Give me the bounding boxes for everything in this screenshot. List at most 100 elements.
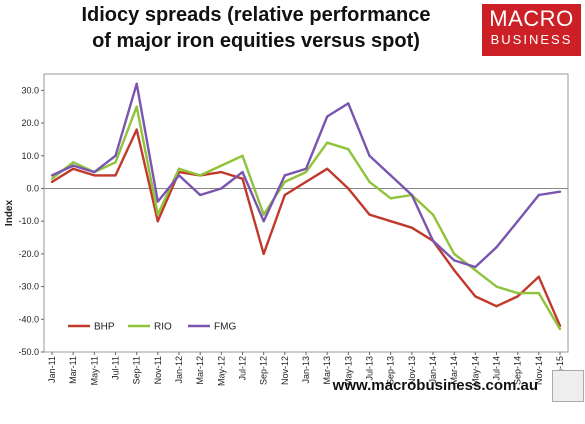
y-tick-label: -20.0: [18, 249, 39, 259]
x-tick-label: Jan-11: [47, 356, 57, 383]
data-point-fmg: [177, 174, 181, 177]
data-point-fmg: [198, 193, 202, 197]
data-point-fmg: [50, 174, 54, 177]
data-point-bhp: [452, 269, 456, 272]
data-point-fmg: [283, 174, 287, 177]
x-tick-label: May-12: [216, 356, 226, 386]
legend-label-fmg: FMG: [214, 322, 236, 333]
data-point-fmg: [114, 154, 117, 157]
footer-url: www.macrobusiness.com.au: [332, 377, 538, 394]
data-point-rio: [495, 285, 498, 288]
data-point-rio: [135, 105, 138, 108]
data-point-fmg: [537, 193, 541, 197]
x-tick-label: Mar-13: [322, 356, 332, 385]
data-point-rio: [325, 141, 329, 144]
x-tick-label: Nov-12: [280, 356, 290, 385]
x-tick-label: Nov-13: [407, 356, 417, 385]
data-point-fmg: [368, 154, 371, 157]
y-tick-label: -50.0: [18, 347, 39, 357]
data-point-bhp: [114, 174, 117, 177]
y-tick-label: -10.0: [18, 216, 39, 226]
x-tick-label: Sep-12: [259, 356, 269, 385]
data-point-rio: [198, 174, 202, 177]
data-point-bhp: [156, 219, 160, 223]
data-point-fmg: [71, 164, 75, 167]
data-point-fmg: [516, 219, 519, 223]
data-point-rio: [177, 167, 181, 171]
x-tick-label: Jan-14: [428, 356, 438, 384]
data-point-bhp: [410, 226, 414, 229]
data-point-bhp: [347, 187, 350, 190]
data-point-bhp: [93, 174, 96, 177]
data-point-bhp: [262, 252, 265, 256]
title-line-1: Idiocy spreads (relative performance: [81, 4, 431, 26]
data-point-fmg: [347, 102, 350, 105]
x-tick-label: Mar-14: [449, 356, 459, 385]
x-tick-label: May-11: [89, 356, 99, 385]
data-point-rio: [241, 154, 244, 157]
data-point-rio: [156, 213, 160, 216]
x-tick-label: Jul-11: [111, 356, 121, 380]
data-point-bhp: [389, 219, 392, 223]
data-point-bhp: [50, 180, 54, 184]
data-point-rio: [537, 291, 541, 295]
series-line-fmg: [51, 82, 561, 269]
x-tick-label: Sep-14: [513, 356, 523, 385]
data-point-fmg: [474, 265, 477, 269]
macrobusiness-logo: MACRO BUSINESS: [482, 4, 581, 56]
plot-area: [43, 73, 569, 353]
logo-line-1: MACRO: [489, 6, 574, 31]
data-point-rio: [220, 164, 223, 167]
data-point-bhp: [283, 193, 287, 197]
x-tick-label: Jan-12: [174, 356, 184, 384]
data-point-fmg: [304, 167, 308, 171]
data-point-rio: [389, 197, 392, 200]
x-tick-label: May-14: [470, 356, 480, 386]
x-tick-label: Jul-14: [492, 356, 502, 381]
data-point-fmg: [93, 170, 96, 174]
x-tick-label: Jan-13: [301, 356, 311, 384]
legend-label-bhp: BHP: [94, 322, 115, 333]
x-tick-label: Mar-11: [68, 356, 78, 384]
data-point-rio: [283, 180, 287, 184]
data-point-fmg: [452, 259, 456, 262]
data-point-bhp: [537, 275, 541, 278]
data-point-rio: [452, 252, 456, 256]
data-point-rio: [368, 180, 371, 184]
data-point-rio: [558, 327, 562, 331]
chart-title: Idiocy spreads (relative performance of …: [36, 2, 476, 54]
x-tick-label: Sep-13: [386, 356, 396, 385]
data-point-fmg: [262, 219, 265, 223]
data-point-bhp: [495, 305, 498, 308]
data-point-rio: [474, 269, 477, 272]
x-tick-label: May-13: [343, 356, 353, 386]
data-point-bhp: [220, 170, 223, 174]
data-point-rio: [262, 213, 265, 216]
y-tick-label: 0.0: [26, 183, 39, 193]
data-point-bhp: [325, 167, 329, 171]
data-point-bhp: [304, 180, 308, 184]
data-point-fmg: [558, 190, 562, 193]
y-tick-label: 10.0: [21, 151, 39, 161]
data-point-bhp: [71, 167, 75, 171]
x-tick-label: Jan-15: [555, 356, 565, 384]
data-point-fmg: [135, 82, 138, 86]
series-line-bhp: [51, 128, 562, 327]
title-line-2: of major iron equities versus spot): [92, 30, 420, 52]
data-point-bhp: [474, 295, 477, 298]
data-point-fmg: [156, 200, 160, 203]
data-point-fmg: [389, 174, 392, 177]
data-point-fmg: [325, 115, 329, 118]
data-point-bhp: [135, 128, 138, 131]
data-point-fmg: [410, 193, 414, 197]
y-tick-label: -40.0: [18, 314, 39, 324]
data-point-rio: [71, 161, 75, 164]
wolf-logo-icon: [552, 370, 584, 402]
data-point-rio: [114, 161, 117, 164]
x-tick-label: Sep-11: [132, 356, 142, 384]
data-point-fmg: [220, 187, 223, 190]
x-tick-label: Mar-12: [195, 356, 205, 385]
data-point-fmg: [431, 239, 435, 242]
y-tick-label: 30.0: [21, 85, 39, 95]
